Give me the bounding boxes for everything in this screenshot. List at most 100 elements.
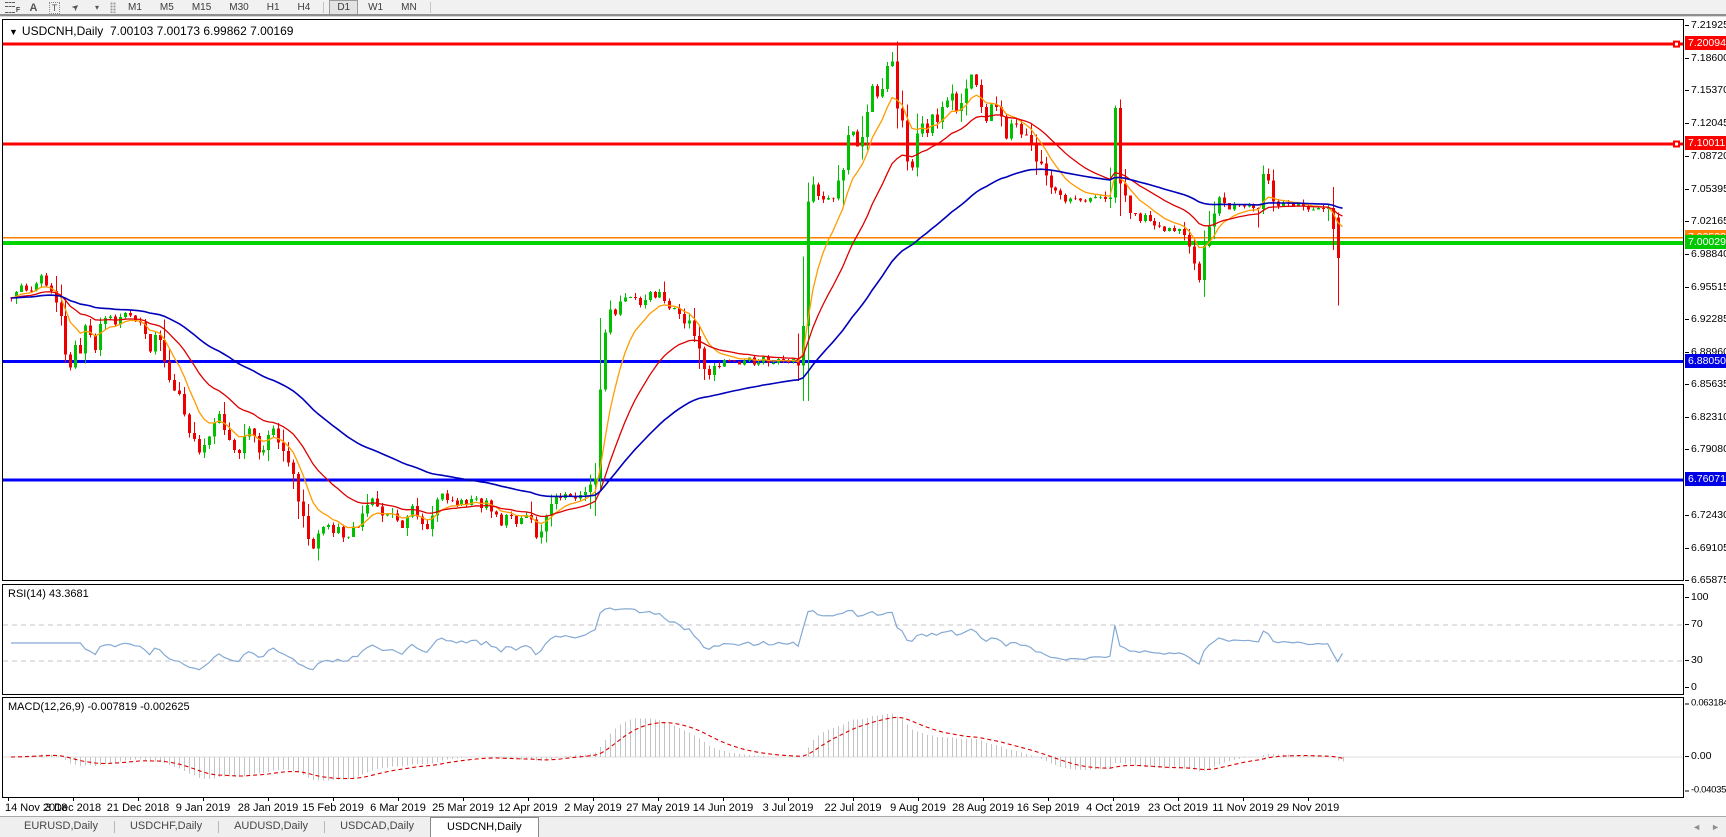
date-label: 12 Apr 2019: [498, 802, 558, 814]
date-label: 2 May 2019: [564, 802, 622, 814]
date-tick: [138, 798, 139, 801]
arrows-icon[interactable]: ➤: [67, 1, 84, 14]
tab-scroll-controls: ◄ ►: [1692, 817, 1720, 837]
timeframe-button-h1[interactable]: H1: [266, 2, 280, 13]
timeframe-button-m30[interactable]: M30: [229, 2, 249, 13]
date-label: 23 Oct 2019: [1148, 802, 1208, 814]
main-chart-panel[interactable]: ▼ USDCNH,Daily 7.00103 7.00173 6.99862 7.…: [2, 19, 1684, 581]
date-tick: [1178, 798, 1179, 801]
price-level-flag: 7.10011: [1685, 136, 1726, 151]
fibonacci-dashes-icon: [4, 2, 15, 13]
timeframe-button-m1[interactable]: M1: [128, 2, 142, 13]
date-label: 16 Sep 2019: [1016, 802, 1080, 814]
date-tick: [1113, 798, 1114, 801]
toolbar-divider: [0, 14, 1726, 17]
date-tick: [8, 798, 9, 801]
toolbar-grip[interactable]: [110, 2, 116, 13]
collapse-triangle-icon[interactable]: ▼: [9, 27, 18, 37]
text-label-icon[interactable]: T: [46, 1, 63, 14]
date-tick: [918, 798, 919, 801]
axis-tick-label: 6.85635: [1685, 378, 1726, 390]
axis-tick-label: 6.79080: [1685, 443, 1726, 455]
axis-tick-label: 7.21925: [1685, 19, 1726, 31]
date-tick: [593, 798, 594, 801]
date-tick: [1048, 798, 1049, 801]
axis-tick-label: 100: [1685, 591, 1709, 603]
date-label: 15 Feb 2019: [302, 802, 364, 814]
date-label: 28 Aug 2019: [952, 802, 1014, 814]
rsi-name: RSI(14): [8, 588, 46, 600]
arrow-glyph: ➤: [69, 0, 82, 14]
date-tick: [1243, 798, 1244, 801]
timeframe-button-w1[interactable]: W1: [368, 2, 384, 13]
macd-values: -0.007819 -0.002625: [87, 701, 190, 713]
fibonacci-retracement-icon[interactable]: F: [4, 1, 21, 14]
date-label: 14 Nov 2018: [5, 802, 68, 814]
date-label: 3 Dec 2018: [44, 802, 102, 814]
timeframe-button-m5[interactable]: M5: [159, 2, 174, 13]
timeframe-button-d1[interactable]: D1: [329, 0, 359, 15]
rsi-chart-canvas[interactable]: [3, 585, 1683, 694]
date-label: 4 Oct 2019: [1086, 802, 1140, 814]
date-tick: [398, 798, 399, 801]
rsi-panel[interactable]: RSI(14) 43.3681: [2, 584, 1684, 695]
tab-scroll-left-icon[interactable]: ◄: [1692, 822, 1702, 832]
axis-tick-label: 6.95515: [1685, 281, 1726, 293]
timeframe-toolbar: M1 M5 M15 M30 H1 H4 D1 W1 MN: [119, 0, 426, 15]
axis-tick-label: 6.65875: [1685, 574, 1726, 586]
date-label: 29 Nov 2019: [1276, 802, 1340, 814]
axis-tick-label: 6.92285: [1685, 313, 1726, 325]
chevron-down-icon: ▾: [94, 3, 99, 12]
chart-tab-usdchf[interactable]: USDCHF,Daily: [113, 817, 218, 837]
date-tick: [658, 798, 659, 801]
candlestick-chart-canvas[interactable]: [3, 20, 1683, 580]
date-tick: [203, 798, 204, 801]
timeframe-button-mn[interactable]: MN: [401, 2, 417, 13]
chart-tabs: EURUSD,Daily USDCHF,Daily AUDUSD,Daily USDC…: [8, 817, 539, 837]
text-icon[interactable]: A: [25, 1, 42, 14]
macd-label: MACD(12,26,9) -0.007819 -0.002625: [8, 701, 190, 713]
chart-tab-eurusd[interactable]: EURUSD,Daily: [24, 820, 98, 832]
macd-chart-canvas[interactable]: [3, 698, 1683, 797]
chart-tab-usdcnh[interactable]: USDCNH,Daily: [430, 817, 539, 837]
text-a-glyph: A: [29, 1, 38, 14]
toolbar-separator: [429, 2, 431, 13]
axis-tick-label: 7.15370: [1685, 84, 1726, 96]
date-label: 14 Jun 2019: [692, 802, 754, 814]
axis-tick-label: 7.02165: [1685, 215, 1726, 227]
axis-tick-label: -0.040355: [1684, 785, 1726, 796]
chart-symbol-label: USDCNH,Daily: [21, 24, 104, 38]
macd-panel[interactable]: MACD(12,26,9) -0.007819 -0.002625: [2, 697, 1684, 798]
axis-tick-label: 7.18600: [1685, 52, 1726, 64]
axis-tick-label: 6.72430: [1685, 509, 1726, 521]
toolbar: F A T ➤ ▾ M1 M5 M15 M30 H1 H4 D1 W1 MN: [0, 0, 1726, 15]
chart-tab-usdcad[interactable]: USDCAD,Daily: [324, 817, 430, 837]
tab-scroll-right-icon[interactable]: ►: [1711, 822, 1720, 832]
date-label: 11 Nov 2019: [1212, 802, 1274, 814]
arrows-dropdown-caret-icon[interactable]: ▾: [88, 1, 105, 14]
fibonacci-f-glyph: F: [15, 7, 21, 14]
timeframe-button-h4[interactable]: H4: [297, 2, 311, 13]
axis-tick-label: 6.69105: [1685, 542, 1726, 554]
date-label: 28 Jan 2019: [237, 802, 299, 814]
price-level-flag: 6.88050: [1685, 353, 1726, 368]
price-axis[interactable]: 7.21925 7.18600 7.15370 7.12045 7.08720 7.053…: [1684, 0, 1726, 820]
chart-ohlc-values: 7.00103 7.00173 6.99862 7.00169: [109, 24, 294, 38]
date-label: 27 May 2019: [626, 802, 690, 814]
price-level-flag: 7.20094: [1685, 36, 1726, 51]
axis-tick-label: 7.08720: [1685, 150, 1726, 162]
time-axis[interactable]: 14 Nov 2018 3 Dec 2018 21 Dec 2018 9 Jan 20…: [0, 798, 1684, 816]
axis-tick-label: 30: [1685, 654, 1703, 666]
price-level-flag: 6.76071: [1685, 472, 1726, 487]
chart-tab-audusd[interactable]: AUDUSD,Daily: [218, 817, 324, 837]
date-tick: [983, 798, 984, 801]
timeframe-button-m15[interactable]: M15: [191, 2, 212, 13]
date-label: 22 Jul 2019: [824, 802, 882, 814]
axis-tick-label: 0.00: [1684, 750, 1712, 762]
date-label: 25 Mar 2019: [432, 802, 494, 814]
date-label: 6 Mar 2019: [370, 802, 426, 814]
text-label-t-glyph: T: [48, 1, 61, 14]
macd-name: MACD(12,26,9): [8, 701, 85, 713]
axis-tick-label: 0: [1685, 681, 1697, 693]
